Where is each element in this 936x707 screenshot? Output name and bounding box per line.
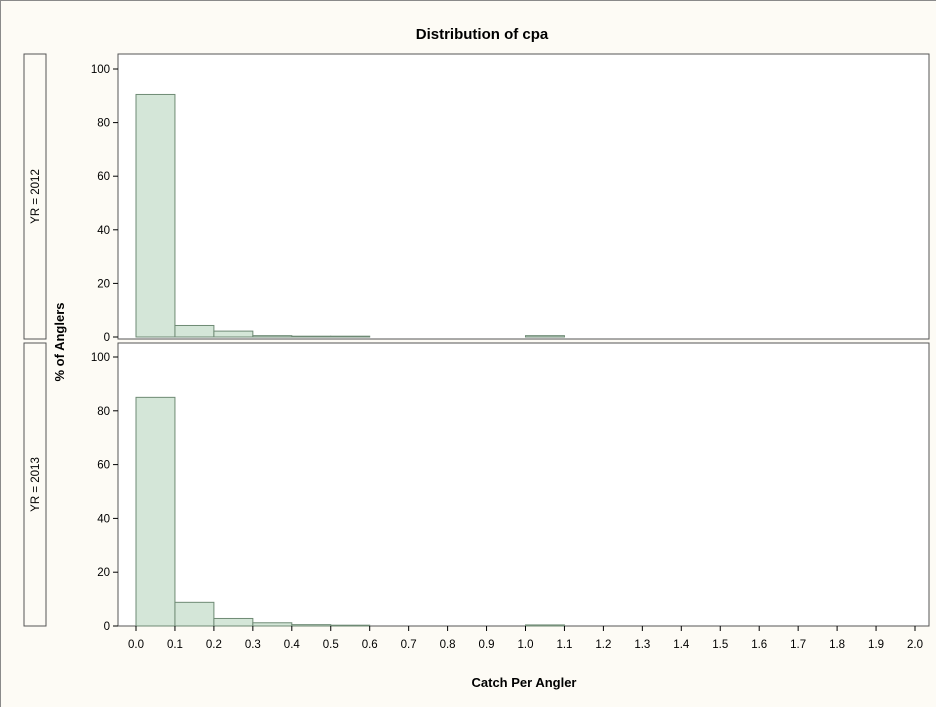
x-tick-label: 1.2 [595, 639, 611, 651]
histogram-bar [330, 624, 371, 627]
strip-label: YR = 2012 [30, 169, 42, 224]
panel-1: YR = 2012 0 20 40 60 80 100 [23, 53, 930, 344]
x-tick-label: 0.9 [479, 639, 495, 651]
histogram-bar [213, 330, 254, 338]
x-axis-label: Catch Per Angler [472, 675, 577, 690]
x-tick-label: 0.4 [284, 639, 301, 651]
x-tick-label: 0.3 [245, 639, 261, 651]
x-tick-label: 1.9 [868, 639, 884, 651]
x-tick-label: 0.8 [440, 639, 456, 651]
strip-box [23, 342, 47, 627]
y-tick-label: 100 [91, 352, 110, 364]
x-tick-label: 1.5 [712, 639, 728, 651]
x-tick-label: 0.1 [167, 639, 183, 651]
strip-box [23, 53, 47, 340]
x-tick-label: 1.6 [751, 639, 767, 651]
y-tick-label: 60 [97, 460, 110, 472]
x-tick-label: 1.1 [556, 639, 572, 651]
histogram-bar [174, 601, 215, 627]
y-tick-label: 20 [97, 567, 110, 579]
y-tick-label: 60 [97, 171, 110, 183]
x-tick-label: 0.2 [206, 639, 222, 651]
x-tick-label: 1.0 [518, 639, 534, 651]
x-tick-label: 0.0 [128, 639, 144, 651]
histogram-bar [525, 335, 565, 338]
histogram-bar [174, 324, 215, 338]
panel-2: YR = 2013 0 20 40 60 80 100 [23, 342, 930, 633]
histogram-bar [252, 335, 293, 338]
plot-area [117, 342, 930, 627]
x-tick-label: 1.8 [829, 639, 845, 651]
y-tick-label: 80 [97, 118, 110, 130]
chart-title: Distribution of cpa [416, 26, 549, 43]
histogram-bar [213, 617, 254, 627]
y-tick-label: 100 [91, 64, 110, 76]
histogram-bar [525, 624, 565, 627]
histogram-bar [135, 396, 176, 627]
y-tick-label: 80 [97, 406, 110, 418]
histogram-bar [291, 335, 332, 338]
y-tick-label: 0 [104, 332, 110, 344]
histogram-bar [135, 93, 176, 338]
plot-area [117, 53, 930, 340]
y-tick-label: 40 [97, 225, 110, 237]
x-tick-label: 1.7 [790, 639, 806, 651]
y-tick-label: 20 [97, 278, 110, 290]
y-tick-label: 40 [97, 513, 110, 525]
x-tick-label: 1.4 [673, 639, 690, 651]
histogram-bar [252, 622, 293, 627]
histogram-bar [330, 335, 371, 338]
histogram-bar [291, 624, 332, 627]
x-tick-label: 1.3 [634, 639, 650, 651]
strip-label: YR = 2013 [30, 457, 42, 512]
x-tick-label: 0.7 [401, 639, 417, 651]
y-axis-label: % of Anglers [52, 303, 67, 382]
y-tick-label: 0 [104, 621, 110, 633]
x-tick-label: 0.5 [323, 639, 339, 651]
x-tick-label: 0.6 [362, 639, 378, 651]
x-tick-label: 2.0 [907, 639, 923, 651]
